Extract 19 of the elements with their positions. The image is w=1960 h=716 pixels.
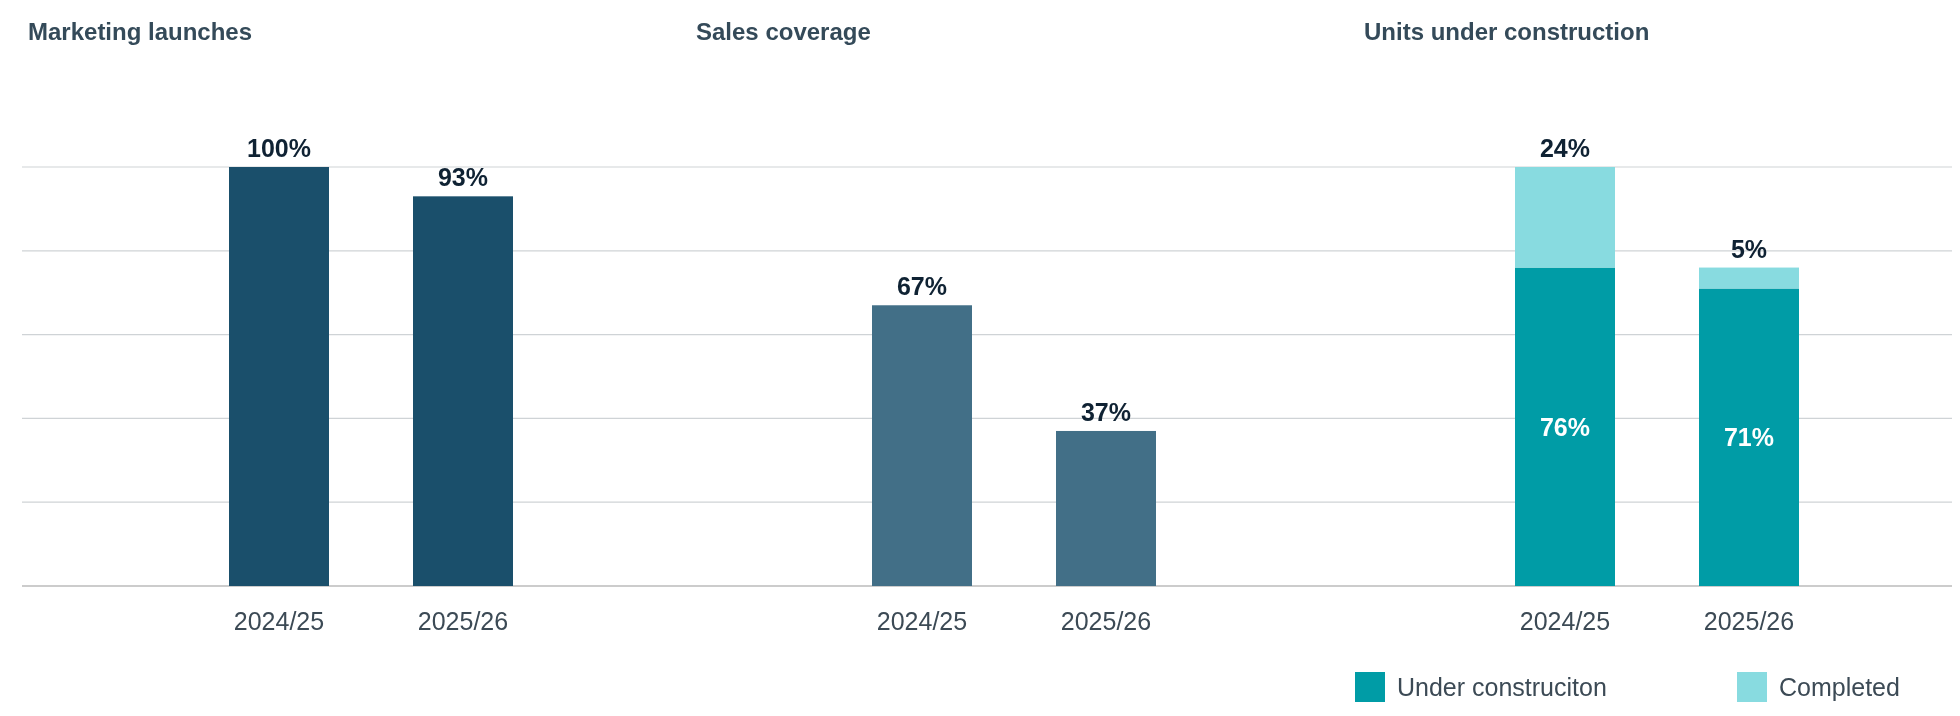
data-label: 24% [1539,134,1591,162]
chart-title: Marketing launches [28,18,253,45]
x-tick-label: 2025/26 [1060,607,1152,635]
chart-title: Sales coverage [696,18,871,45]
data-label: 93% [437,163,489,192]
data-label: 5% [1730,234,1768,263]
data-label: 100% [247,134,311,162]
legend-label: Under construciton [1397,673,1607,701]
x-tick-label: 2024/25 [1519,607,1611,635]
chart-title: Units under construction [1364,18,1650,45]
data-label: 71% [1723,423,1775,452]
data-label: 67% [896,272,948,301]
x-tick-label: 2025/26 [417,607,509,635]
x-tick-label: 2024/25 [233,607,325,635]
data-label: 76% [1539,412,1591,441]
legend-label: Completed [1779,673,1900,701]
x-tick-label: 2024/25 [876,607,968,635]
data-label: 37% [1080,397,1132,426]
x-tick-label: 2025/26 [1703,607,1795,635]
